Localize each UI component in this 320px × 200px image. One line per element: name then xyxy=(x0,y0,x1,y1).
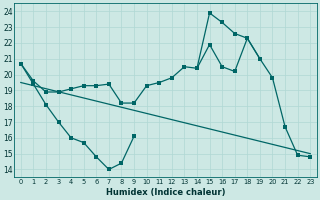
X-axis label: Humidex (Indice chaleur): Humidex (Indice chaleur) xyxy=(106,188,225,197)
